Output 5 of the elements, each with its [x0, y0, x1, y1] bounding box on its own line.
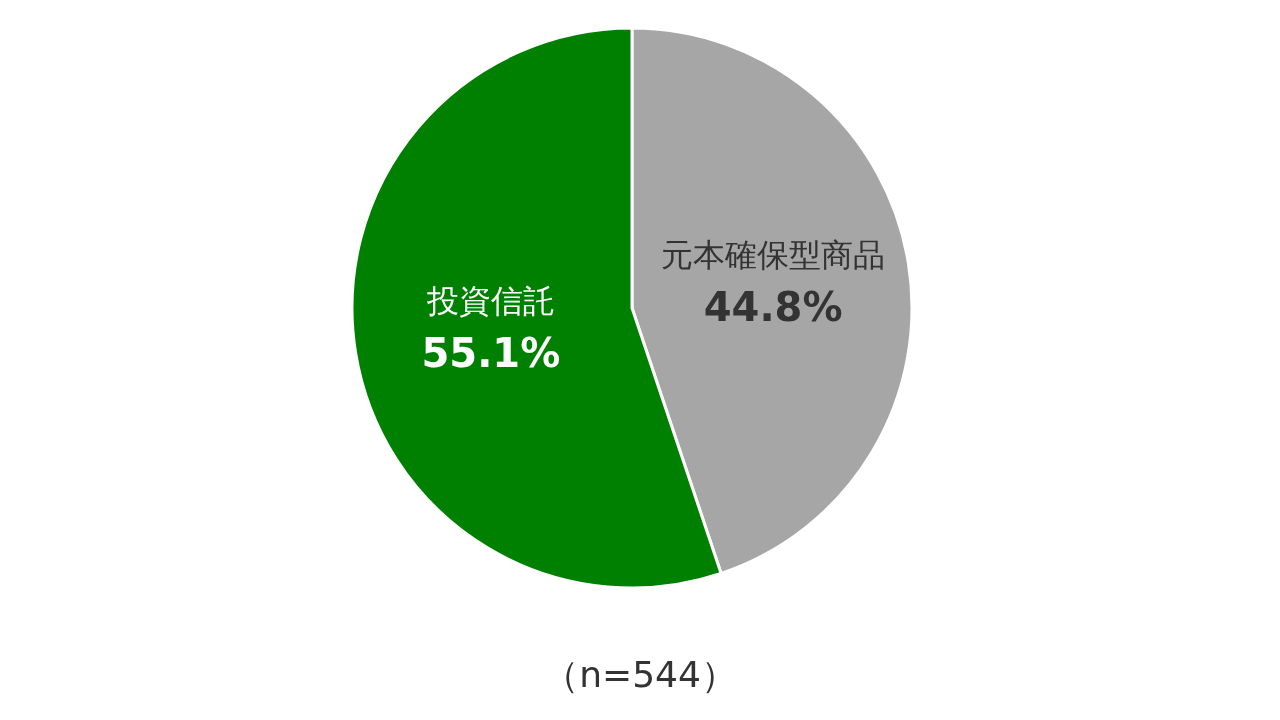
- slice-label: 元本確保型商品: [661, 235, 886, 274]
- slice-label: 投資信託: [425, 282, 555, 321]
- data-label: 55.1%: [421, 330, 561, 377]
- text: （n=544）: [543, 653, 737, 695]
- data-label: 44.8%: [703, 283, 843, 330]
